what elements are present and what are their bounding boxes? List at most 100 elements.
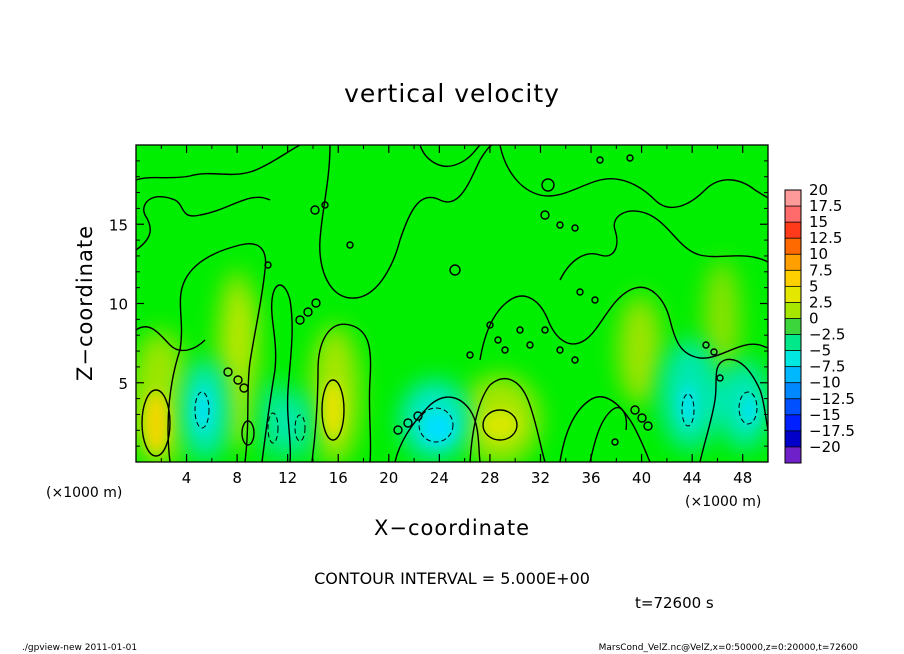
colorbar-label: −5: [809, 342, 831, 360]
colorbar-label: 5: [809, 277, 819, 295]
contour-layer: [136, 145, 768, 462]
contour-zero-6: [319, 145, 493, 299]
y-tick-label: 5: [118, 375, 128, 393]
colorbar-swatch: [785, 430, 801, 448]
contour-downdraft-3: [294, 414, 306, 442]
downdraft-broad-6: [288, 390, 312, 460]
colorbar-label: 10: [809, 245, 828, 263]
contour-blob-16: [486, 321, 494, 329]
contour-blob-7: [393, 425, 403, 435]
time-stamp-text: t=72600 s: [635, 594, 714, 612]
x-tick-label: 16: [329, 469, 348, 487]
x-tick-label: 44: [683, 469, 702, 487]
contour-blob-28: [540, 210, 550, 220]
x-unit-label-left: (×1000 m): [46, 485, 122, 501]
contour-negative-group: [194, 391, 758, 444]
updraft-core-1: [144, 393, 168, 453]
contour-zero-7: [394, 396, 481, 462]
x-tick-label: 32: [531, 469, 550, 487]
contour-blob-26: [556, 221, 564, 229]
x-tick-label: 48: [733, 469, 752, 487]
colorbar-label: 12.5: [809, 229, 842, 247]
contour-blob-14: [310, 205, 320, 215]
contour-zero-10: [479, 286, 768, 361]
colorbar-label: 7.5: [809, 261, 833, 279]
y-axis-label: Z−coordinate: [73, 225, 97, 381]
contour-blob-36: [596, 156, 604, 164]
contour-blob-2: [233, 375, 243, 385]
contour-zero-2: [167, 243, 267, 462]
contour-zero-16: [419, 145, 481, 167]
contour-blob-1: [223, 367, 233, 377]
colorbar-label: 15: [809, 213, 828, 231]
contour-downdraft-2: [267, 412, 279, 444]
colorbar-swatch: [785, 350, 801, 368]
downdraft-core-2: [195, 390, 211, 430]
contour-blob-37: [626, 154, 634, 162]
x-tick-label: 4: [182, 469, 192, 487]
colorbar-swatch: [785, 254, 801, 271]
x-tick-label: 12: [278, 469, 297, 487]
contour-downdraft-6: [738, 391, 758, 425]
colorbar-label: −20: [809, 438, 841, 456]
contour-zero-9: [559, 396, 651, 462]
x-unit-label-right: (×1000 m): [685, 494, 761, 510]
contour-zero-5: [311, 323, 372, 462]
footer-left-text: ./gpview-new 2011-01-01: [22, 643, 137, 653]
contour-blob-30: [466, 351, 474, 359]
contour-blob-15: [321, 201, 329, 209]
colorbar-label: 20: [809, 181, 828, 199]
contour-zero-4: [261, 284, 293, 462]
x-tick-label: 40: [632, 469, 651, 487]
contour-zero-12: [559, 210, 768, 281]
x-tick-label: 36: [581, 469, 600, 487]
contour-zero-14: [136, 326, 206, 352]
colorbar-label: −7.5: [809, 358, 845, 376]
colorbar-label: −15: [809, 406, 841, 424]
y-axis: 5 10 15: [109, 160, 768, 447]
contour-blob-20: [526, 341, 534, 349]
shading-layer: [136, 260, 768, 462]
plot-area: [136, 145, 768, 462]
colorbar-swatch: [785, 318, 801, 336]
chart-title: vertical velocity: [344, 79, 560, 108]
colorbar-label: 0: [809, 309, 819, 327]
colorbar-swatch: [785, 366, 801, 384]
contour-blob-24: [576, 288, 584, 296]
x-tick-label: 20: [379, 469, 398, 487]
contour-interval-text: CONTOUR INTERVAL = 5.000E+00: [314, 569, 590, 588]
colorbar-swatch: [785, 270, 801, 287]
downdraft-broad-5: [261, 380, 289, 460]
colorbar-swatch: [785, 398, 801, 416]
contour-blob-21: [541, 326, 549, 334]
colorbar-swatch: [785, 334, 801, 352]
colorbar-swatch: [785, 302, 801, 319]
contour-zero-8: [469, 378, 546, 462]
colorbar-label: 17.5: [809, 197, 842, 215]
contour-blob-25: [591, 296, 599, 304]
contour-downdraft-5: [681, 393, 695, 427]
contour-blob-11: [637, 413, 647, 423]
contour-blob-8: [403, 418, 413, 428]
downdraft-core-3: [680, 385, 696, 425]
contour-zero-11: [499, 145, 768, 209]
colorbar-label: −2.5: [809, 326, 845, 344]
contour-blob-4: [295, 315, 305, 325]
colorbar-swatch: [785, 286, 801, 303]
updraft-broad-6: [233, 290, 257, 370]
contour-downdraft-1: [194, 391, 210, 429]
colorbar-swatch: [785, 446, 801, 464]
contour-downdraft-4: [418, 407, 454, 443]
contour-blob-22: [556, 346, 564, 354]
colorbar-label: −17.5: [809, 422, 855, 440]
x-tick-label: 24: [430, 469, 449, 487]
contour-blob-5: [303, 307, 313, 317]
contour-updraft-1: [141, 389, 171, 457]
contour-blob-3: [239, 383, 249, 393]
contour-zero-3: [136, 196, 271, 251]
contour-blob-23: [571, 356, 579, 364]
x-axis-label: X−coordinate: [374, 516, 530, 540]
footer-right-text: MarsCond_VelZ.nc@VelZ,x=0:50000,z=0:2000…: [599, 643, 859, 653]
y-tick-label: 10: [109, 296, 128, 314]
